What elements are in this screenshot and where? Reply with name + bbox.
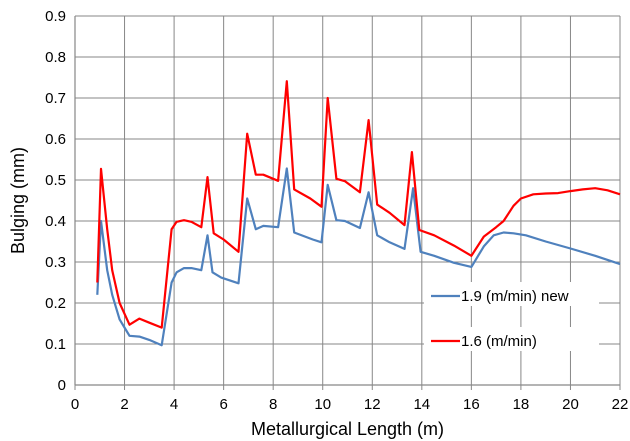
x-tick-label: 8: [269, 396, 277, 413]
x-tick-label: 14: [413, 396, 430, 413]
y-tick-label: 0.9: [45, 8, 66, 25]
legend-entry-bg: [424, 327, 599, 351]
tick-labels: 0 0.1 0.2 0.3 0.4 0.5 0.6 0.7 0.8 0.9 0 2 4 6 8 10 12 14 1…: [45, 8, 628, 413]
x-axis-title: Metallurgical Length (m): [251, 419, 444, 439]
x-tick-label: 0: [71, 396, 79, 413]
x-tick-label: 10: [314, 396, 331, 413]
y-tick-label: 0.1: [45, 336, 66, 353]
x-tick-label: 18: [513, 396, 530, 413]
x-tick-label: 2: [120, 396, 128, 413]
series-line-2: [96, 80, 621, 329]
x-tick-label: 6: [219, 396, 227, 413]
y-tick-label: 0.4: [45, 213, 66, 230]
y-tick-label: 0: [58, 377, 66, 394]
x-tick-label: 4: [170, 396, 178, 413]
y-tick-label: 0.2: [45, 295, 66, 312]
y-axis-title: Bulging (mm): [8, 147, 28, 254]
legend-label: 1.6 (m/min): [461, 333, 537, 350]
x-tick-label: 12: [364, 396, 381, 413]
legend-entry-bg: [424, 282, 599, 306]
x-tick-label: 20: [562, 396, 579, 413]
x-tick-label: 22: [612, 396, 629, 413]
y-tick-label: 0.3: [45, 254, 66, 271]
x-tick-label: 16: [463, 396, 480, 413]
y-tick-label: 0.7: [45, 90, 66, 107]
gridlines: [74, 15, 621, 390]
y-tick-label: 0.8: [45, 49, 66, 66]
y-tick-label: 0.5: [45, 172, 66, 189]
y-tick-label: 0.6: [45, 131, 66, 148]
series-lines: [96, 80, 621, 347]
legend: 1.9 (m/min) new 1.6 (m/min): [424, 282, 599, 351]
legend-label: 1.9 (m/min) new: [461, 288, 569, 305]
series-line-1: [96, 167, 621, 347]
